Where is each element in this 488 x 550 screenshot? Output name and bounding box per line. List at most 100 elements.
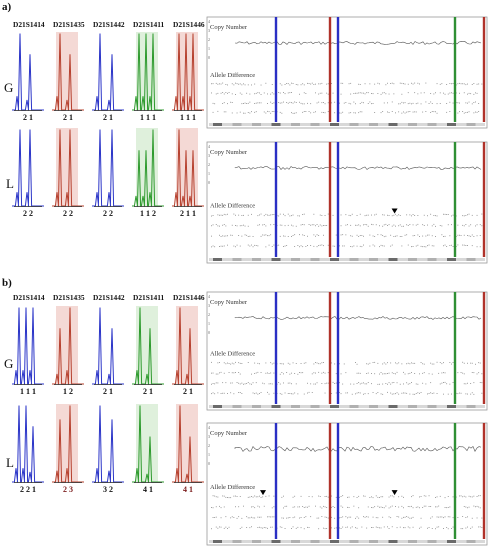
allele-dot	[340, 112, 342, 114]
allele-dot	[379, 246, 380, 248]
allele-dot	[294, 516, 296, 518]
allele-dot	[391, 393, 393, 395]
allele-dot	[243, 83, 244, 85]
allele-dot	[255, 111, 257, 113]
allele-dot	[335, 382, 337, 384]
chromosome-band-2-10	[408, 405, 417, 408]
allele-dot	[302, 506, 304, 507]
allele-dot	[358, 517, 360, 519]
allele-dot	[340, 225, 342, 227]
allele-dot	[222, 82, 224, 84]
allele-dot	[447, 507, 449, 508]
allele-dot	[299, 215, 300, 217]
allele-dot	[475, 111, 476, 113]
allele-dot	[465, 245, 467, 246]
allele-dot	[367, 92, 369, 94]
allele-dot	[294, 495, 296, 497]
allele-dot	[385, 93, 387, 95]
allele-dot	[323, 527, 324, 529]
allele-dot	[455, 102, 457, 104]
allele-dot	[364, 83, 366, 85]
allele-dot	[247, 517, 249, 519]
allele-dot	[284, 235, 286, 237]
allele-dot	[476, 214, 478, 216]
allele-dot	[403, 111, 404, 113]
allele-dot	[239, 83, 241, 85]
chromosome-band-1-4	[291, 258, 300, 261]
allele-dot	[342, 245, 344, 247]
allele-dot	[374, 83, 376, 85]
allele-dot	[252, 517, 254, 519]
allele-dot	[231, 362, 233, 364]
allele-dot	[305, 516, 307, 518]
allele-dot	[451, 83, 452, 85]
allele-dot	[299, 246, 300, 248]
allele-dot	[259, 495, 260, 497]
allele-dot	[259, 506, 260, 508]
chromosome-band-1-11	[427, 258, 437, 261]
allele-dot	[254, 111, 256, 113]
allele-dot	[452, 496, 454, 498]
allele-dot	[417, 223, 419, 225]
allele-dot	[430, 506, 432, 507]
allele-dot	[236, 244, 238, 246]
allele-dot	[233, 372, 235, 374]
allele-dot	[422, 507, 424, 508]
allele-dot	[414, 111, 416, 113]
allele-dot	[419, 392, 420, 394]
allele-dot	[300, 372, 302, 374]
allele-dot	[447, 224, 449, 226]
allele-dot	[223, 495, 225, 497]
allele-dot	[311, 373, 313, 375]
allele-dot	[398, 496, 400, 498]
allele-dot	[475, 506, 476, 508]
allele-dot	[231, 382, 233, 384]
allele-dot	[291, 383, 292, 385]
allele-dot	[244, 84, 246, 86]
peak-trace-3-1	[52, 405, 84, 483]
allele-dot	[428, 234, 430, 236]
allele-dot	[254, 373, 256, 374]
allele-dot	[342, 82, 344, 84]
allele-dot	[268, 516, 270, 518]
allele-dot	[414, 373, 416, 374]
allele-dot	[358, 83, 360, 85]
allele-dot	[286, 245, 288, 246]
allele-dot	[292, 517, 294, 519]
allele-dot	[367, 382, 369, 383]
marker-line-1-4	[482, 142, 486, 257]
allele-dot	[401, 236, 403, 237]
allele-dot	[425, 235, 427, 237]
allele-dot	[281, 112, 283, 114]
allele-dot	[334, 507, 336, 508]
allele-dot	[302, 372, 304, 374]
peak-trace-3-4	[172, 405, 204, 483]
allele-dot	[222, 224, 224, 226]
allele-dot	[331, 506, 332, 508]
allele-dot	[230, 497, 232, 499]
allele-dot	[438, 516, 440, 518]
allele-dot	[390, 83, 392, 84]
allele-dot	[443, 362, 444, 364]
allele-dot	[441, 372, 443, 374]
allele-dot	[297, 393, 299, 395]
allele-dot	[409, 393, 411, 395]
allele-dot	[447, 496, 449, 497]
allele-dot	[407, 526, 409, 528]
allele-dot	[211, 361, 212, 363]
allele-dot	[228, 526, 230, 528]
peak-trace-3-2	[92, 405, 124, 483]
chromosome-band-0-7	[349, 123, 359, 126]
allele-dot	[380, 93, 382, 95]
allele-dot	[473, 102, 475, 103]
allele-dot	[374, 245, 376, 247]
allele-dot	[412, 495, 414, 497]
chromosome-band-0-10	[408, 123, 417, 126]
allele-dot	[339, 382, 340, 384]
allele-dot	[283, 382, 284, 384]
allele-dot	[459, 92, 460, 94]
allele-dot	[348, 102, 350, 104]
allele-dot	[471, 84, 473, 85]
allele-dot	[372, 527, 374, 528]
